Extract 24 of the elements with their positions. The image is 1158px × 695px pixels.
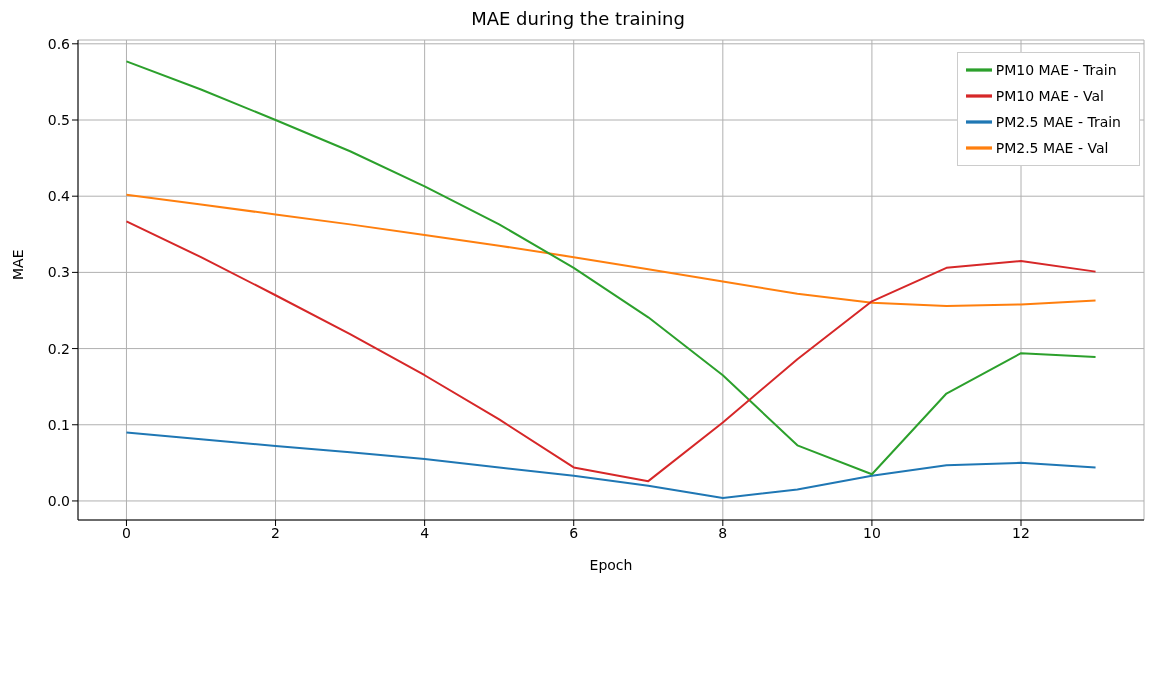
- legend-label: PM2.5 MAE - Train: [995, 113, 1121, 130]
- y-tick-label: 0.5: [47, 111, 70, 128]
- x-tick-label: 0: [121, 524, 131, 541]
- x-tick-label: 6: [569, 524, 579, 541]
- x-tick-label: 8: [718, 524, 728, 541]
- x-tick-label: 10: [863, 524, 881, 541]
- y-axis-title: MAE: [9, 249, 26, 280]
- x-tick-label: 2: [271, 524, 281, 541]
- y-tick-label: 0.1: [47, 416, 70, 433]
- y-tick-label: 0.0: [47, 492, 70, 509]
- line-series: [125, 431, 1097, 499]
- y-tick-label: 0.6: [47, 35, 71, 52]
- legend-label: PM10 MAE - Train: [995, 61, 1117, 78]
- legend-label: PM10 MAE - Val: [995, 87, 1104, 104]
- legend-label: PM2.5 MAE - Val: [995, 139, 1109, 156]
- line-series: [125, 193, 1097, 307]
- x-tick-label: 4: [420, 524, 430, 541]
- y-tick-label: 0.2: [47, 340, 70, 357]
- chart-title: MAE during the training: [470, 8, 686, 31]
- y-tick-label: 0.4: [47, 188, 71, 205]
- x-axis-title: Epoch: [589, 557, 633, 573]
- y-tick-label: 0.3: [47, 264, 70, 281]
- x-tick-label: 12: [1012, 524, 1030, 541]
- line-series: [125, 220, 1097, 483]
